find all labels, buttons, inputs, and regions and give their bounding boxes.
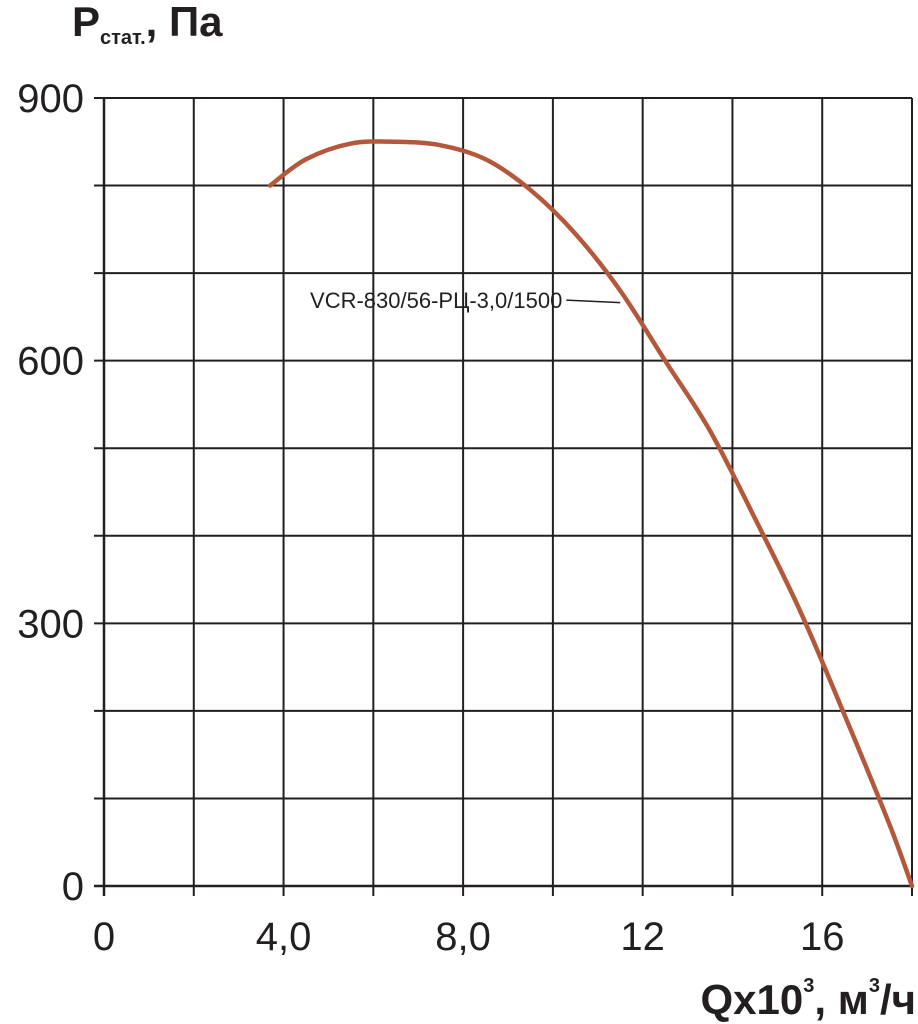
x-axis-title-main: Qx10 (701, 976, 804, 1023)
tick-labels: 0 4,0 8,0 12 16 0 300 600 900 (17, 77, 844, 959)
y-tick-label: 900 (17, 77, 84, 121)
grid (94, 97, 913, 896)
x-tick-label: 12 (620, 915, 665, 959)
x-axis-title-sup1: 3 (803, 975, 814, 997)
x-tick-label: 0 (93, 915, 115, 959)
x-tick-label: 16 (800, 915, 845, 959)
x-tick-label: 4,0 (256, 915, 312, 959)
y-axis-title-main: P (72, 0, 100, 45)
y-axis-title-sub: стат. (100, 27, 146, 49)
axes (94, 98, 912, 896)
x-axis-title: Qx103, м3/ч (701, 975, 916, 1023)
series-annotation: VCR-830/56-РЦ-3,0/1500 (310, 288, 621, 313)
x-axis-title-sup2: 3 (869, 975, 880, 997)
series-line (267, 139, 915, 889)
x-axis-title-end: /ч (880, 976, 916, 1023)
y-axis-title: Pстат., Па (72, 0, 223, 49)
series-annotation-leader (566, 299, 621, 304)
y-tick-label: 0 (62, 865, 84, 909)
y-tick-label: 600 (17, 340, 84, 384)
x-axis-title-mid: , м (814, 976, 868, 1023)
y-tick-label: 300 (17, 602, 84, 646)
series-annotation-label: VCR-830/56-РЦ-3,0/1500 (310, 288, 562, 313)
series-layer (267, 139, 915, 889)
x-tick-label: 8,0 (435, 915, 491, 959)
y-axis-title-unit: , Па (146, 0, 224, 45)
